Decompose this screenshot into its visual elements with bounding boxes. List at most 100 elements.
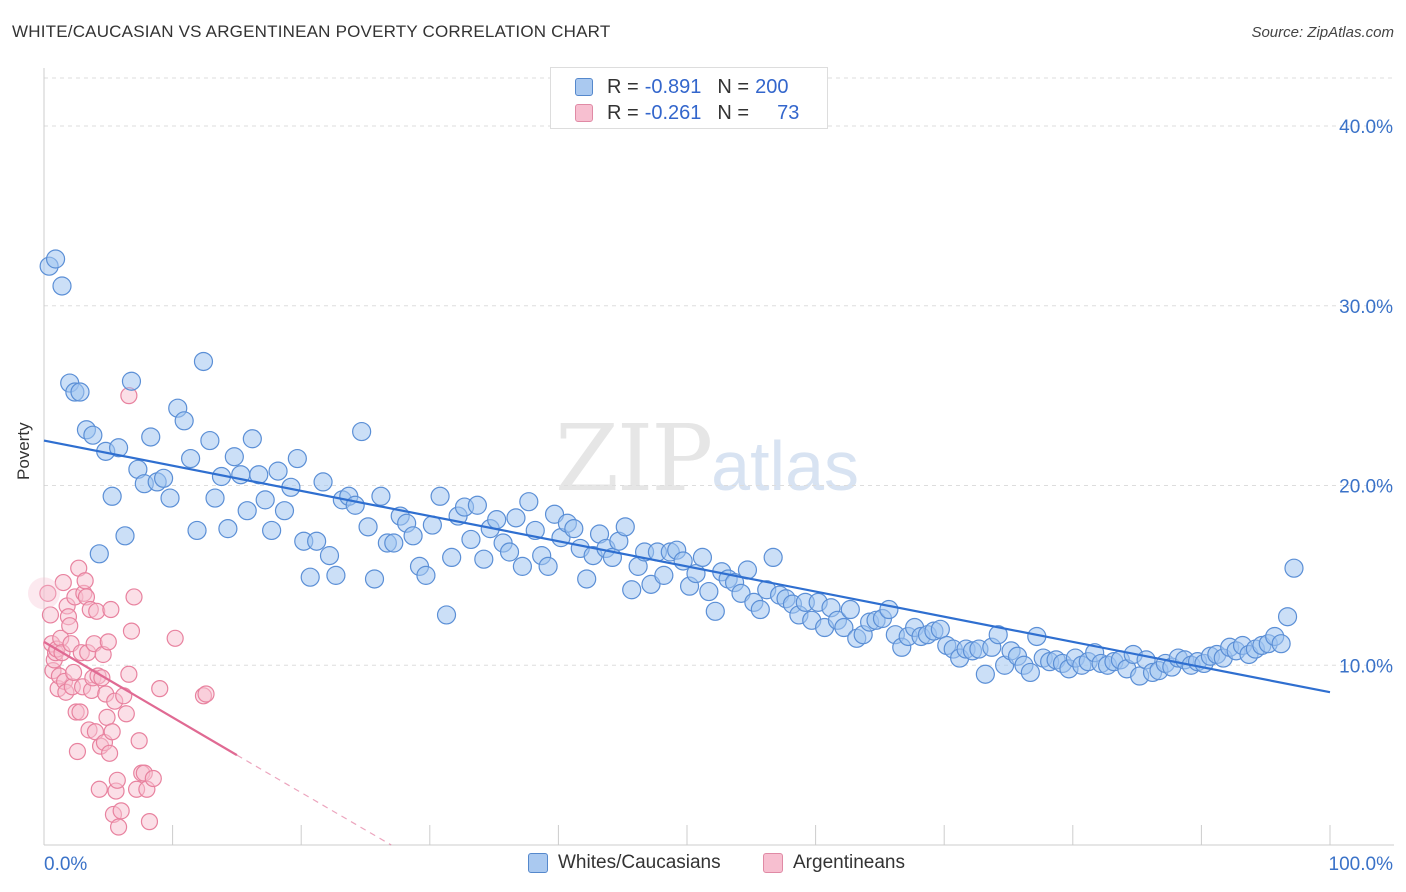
legend-label-argentineans: Argentineans	[793, 852, 905, 873]
x-tick-label: 0.0%	[44, 854, 87, 875]
point-argentineans	[103, 723, 121, 741]
point-whites	[160, 488, 180, 508]
point-whites	[364, 569, 385, 589]
point-whites	[474, 549, 494, 569]
series-whites	[39, 249, 1304, 686]
point-whites	[249, 465, 269, 485]
legend-swatch-whites	[528, 853, 548, 873]
point-whites	[319, 546, 340, 566]
point-argentineans	[197, 685, 215, 703]
point-argentineans	[140, 813, 159, 831]
point-whites	[975, 664, 995, 684]
point-whites	[274, 501, 295, 521]
legend-label-whites: Whites/Caucasians	[558, 852, 721, 873]
legend-item-argentineans[interactable]: Argentineans	[763, 852, 905, 874]
point-whites	[242, 429, 262, 449]
point-argentineans	[100, 744, 119, 762]
r-label: R =	[607, 101, 639, 124]
point-whites	[615, 517, 635, 537]
point-argentineans	[117, 705, 135, 723]
point-whites	[538, 556, 558, 576]
point-whites	[181, 448, 201, 469]
point-argentineans	[90, 780, 108, 798]
tick-labels: 10.0% 20.0% 30.0% 40.0% 0.0% 100.0%	[44, 117, 1393, 875]
axes	[43, 68, 1394, 846]
point-whites	[506, 508, 526, 528]
point-whites	[467, 495, 487, 515]
n-label: N =	[717, 75, 750, 98]
point-whites	[487, 510, 507, 530]
stats-swatch-whites	[575, 78, 593, 96]
legend-swatch-argentineans	[763, 853, 783, 873]
point-argentineans	[41, 606, 60, 624]
point-whites	[262, 520, 282, 541]
point-whites	[345, 495, 365, 515]
point-whites	[121, 371, 142, 391]
point-whites	[384, 533, 404, 553]
stats-row-argentineans: R = -0.261 N = 73	[575, 101, 799, 125]
point-whites	[45, 249, 66, 269]
r-value: -0.891	[644, 75, 702, 98]
source-label: Source: ZipAtlas.com	[1251, 24, 1394, 41]
point-argentineans	[64, 663, 83, 682]
trend-extension-argentineans	[236, 754, 392, 846]
point-argentineans	[68, 742, 87, 761]
point-whites	[436, 605, 457, 625]
point-whites	[519, 492, 539, 512]
point-argentineans	[120, 665, 138, 683]
point-whites	[930, 619, 950, 639]
watermark-atlas: atlas	[711, 427, 860, 505]
x-tick-label: 100.0%	[1329, 854, 1394, 875]
point-whites	[141, 427, 161, 447]
point-whites	[577, 569, 597, 589]
point-whites	[83, 425, 103, 445]
point-whites	[174, 411, 194, 431]
point-argentineans	[102, 600, 120, 619]
legend-item-whites[interactable]: Whites/Caucasians	[528, 852, 721, 874]
point-whites	[1284, 558, 1304, 578]
point-whites	[1020, 662, 1040, 683]
n-label: N =	[717, 101, 750, 124]
point-argentineans	[108, 771, 126, 789]
point-whites	[416, 565, 436, 585]
point-whites	[1277, 607, 1298, 627]
point-whites	[268, 461, 288, 481]
y-tick-label: 20.0%	[1339, 477, 1393, 498]
watermark-zip: ZIP	[555, 405, 713, 512]
point-whites	[102, 486, 122, 506]
point-whites	[224, 447, 244, 467]
point-whites	[352, 421, 372, 442]
r-value: -0.261	[644, 101, 702, 124]
stats-swatch-argentineans	[575, 104, 593, 122]
point-whites	[834, 617, 854, 638]
point-whites	[988, 625, 1008, 645]
point-whites	[371, 486, 391, 506]
point-whites	[1271, 634, 1291, 654]
point-whites	[237, 501, 257, 521]
point-argentineans	[130, 732, 148, 750]
point-argentineans	[122, 622, 141, 640]
point-argentineans	[88, 602, 106, 620]
point-whites	[564, 519, 584, 539]
point-whites	[89, 544, 109, 564]
point-argentineans	[99, 633, 117, 651]
point-whites	[622, 580, 642, 600]
point-argentineans	[39, 584, 57, 602]
point-whites	[313, 472, 333, 492]
point-argentineans	[71, 703, 89, 721]
point-whites	[654, 565, 674, 585]
series-legend: Whites/Caucasians Argentineans	[0, 852, 1406, 878]
n-value: 200	[755, 75, 789, 98]
r-label: R =	[607, 75, 639, 98]
watermark: ZIPatlas	[555, 405, 859, 512]
point-argentineans	[166, 629, 184, 647]
point-whites	[218, 519, 238, 539]
n-value: 73	[777, 101, 800, 124]
point-whites	[512, 556, 532, 576]
point-argentineans	[125, 588, 143, 606]
point-whites	[287, 448, 307, 469]
point-whites	[461, 529, 481, 550]
trend-line-whites	[43, 439, 1331, 694]
point-whites	[692, 547, 713, 568]
